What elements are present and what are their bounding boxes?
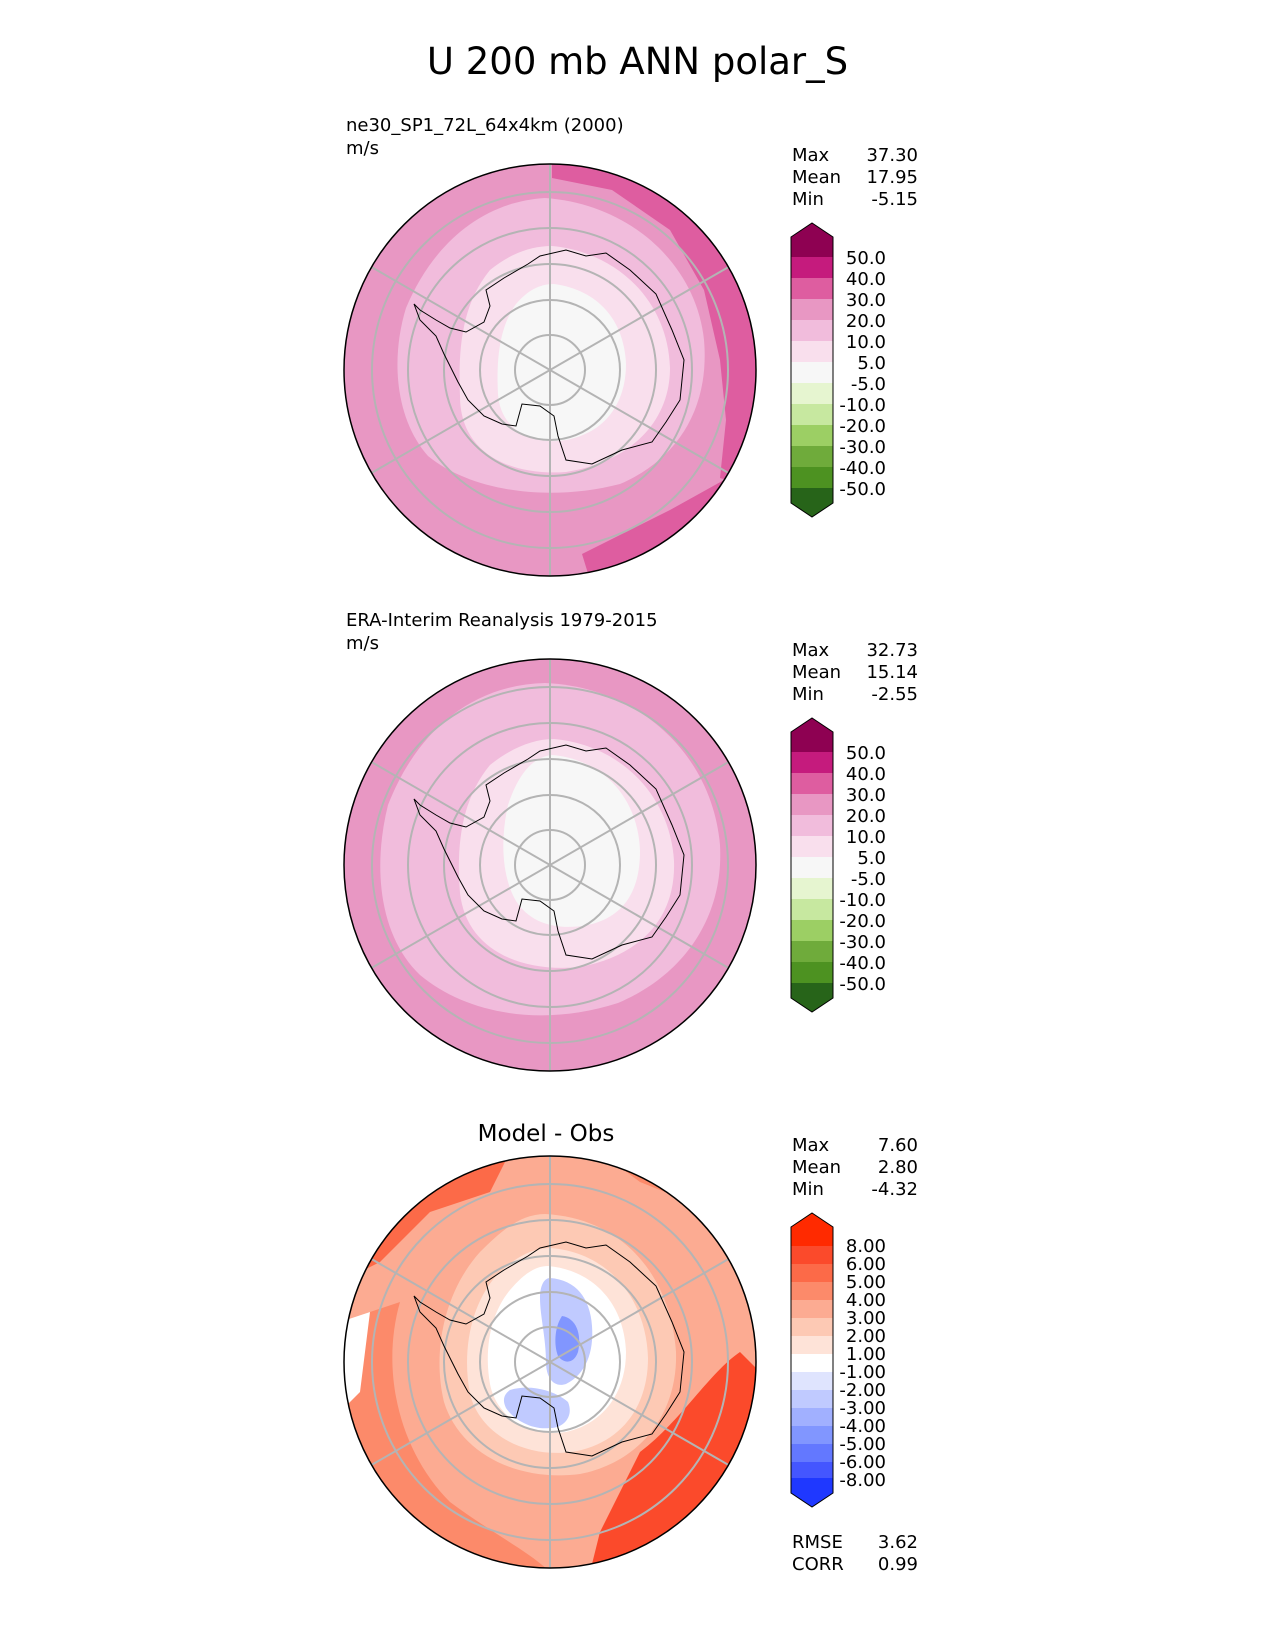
diff-cb-tick: -6.00 [839, 1452, 886, 1473]
diff-cb-tick: 8.00 [845, 1236, 886, 1257]
model-max-label: Max [792, 145, 830, 166]
obs-min-label: Min [792, 684, 824, 705]
figure-title: U 200 mb ANN polar_S [426, 40, 849, 83]
obs-mean-label: Mean [792, 662, 842, 683]
model-cb-tick: 20.0 [845, 311, 886, 332]
model-map-boundary [343, 163, 757, 577]
obs-cb-tick: -10.0 [839, 890, 886, 911]
model-cb-tick: -50.0 [839, 479, 886, 500]
diff-corr-label: CORR [792, 1554, 844, 1575]
model-cb-tick: -20.0 [839, 416, 886, 437]
model-cb-tick: -30.0 [839, 437, 886, 458]
model-mean-label: Mean [792, 167, 842, 188]
diff-cb-tick: -8.00 [839, 1470, 886, 1491]
obs-mean-value: 15.14 [866, 662, 918, 683]
diff-polar-map [343, 1155, 757, 1569]
diff-cb-tick: 2.00 [845, 1326, 886, 1347]
model-min-value: -5.15 [871, 189, 918, 210]
obs-cb-tick: 10.0 [845, 827, 886, 848]
diff-cb-tick: -1.00 [839, 1362, 886, 1383]
diff-antarctica-coastline [413, 1241, 685, 1457]
obs-cb-tick: -50.0 [839, 974, 886, 995]
model-min-label: Min [792, 189, 824, 210]
model-units-label: m/s [346, 138, 379, 159]
diff-cb-tick: 4.00 [845, 1290, 886, 1311]
diff-min-value: -4.32 [871, 1179, 918, 1200]
obs-dataset-label: ERA-Interim Reanalysis 1979-2015 [346, 610, 658, 631]
model-cb-tick: 40.0 [845, 269, 886, 290]
diff-mean-label: Mean [792, 1157, 842, 1178]
model-cb-tick: 30.0 [845, 290, 886, 311]
obs-colorbar [790, 717, 834, 1013]
model-dataset-label: ne30_SP1_72L_64x4km (2000) [346, 115, 624, 136]
diff-field-west-edge [344, 1312, 370, 1412]
obs-cb-tick: 5.0 [857, 848, 886, 869]
obs-cb-tick: 30.0 [845, 785, 886, 806]
model-cb-tick: -40.0 [839, 458, 886, 479]
diff-mean-value: 2.80 [877, 1157, 918, 1178]
model-polar-map [343, 163, 757, 577]
obs-cb-tick: 40.0 [845, 764, 886, 785]
obs-cb-tick: 50.0 [845, 743, 886, 764]
diff-rmse-label: RMSE [792, 1532, 843, 1553]
obs-map-boundary [343, 658, 757, 1072]
diff-cb-tick: -3.00 [839, 1398, 886, 1419]
diff-colorbar [790, 1212, 834, 1508]
diff-cb-tick: -5.00 [839, 1434, 886, 1455]
model-cb-tick: 50.0 [845, 248, 886, 269]
diff-cb-tick: 6.00 [845, 1254, 886, 1275]
obs-cb-tick: 20.0 [845, 806, 886, 827]
diff-max-label: Max [792, 1135, 830, 1156]
obs-graticule [367, 659, 733, 1071]
diff-panel-title: Model - Obs [477, 1121, 615, 1147]
obs-max-value: 32.73 [866, 640, 918, 661]
model-cb-tick: -5.0 [850, 374, 886, 395]
obs-cb-tick: -30.0 [839, 932, 886, 953]
obs-cb-tick: -20.0 [839, 911, 886, 932]
diff-cb-tick: 1.00 [845, 1344, 886, 1365]
diff-map-boundary [343, 1155, 757, 1569]
diff-max-value: 7.60 [877, 1135, 918, 1156]
model-max-value: 37.30 [866, 145, 918, 166]
diff-cb-tick: 3.00 [845, 1308, 886, 1329]
diff-graticule [367, 1156, 733, 1568]
diff-min-label: Min [792, 1179, 824, 1200]
model-colorbar [790, 222, 834, 518]
diff-rmse-value: 3.62 [877, 1532, 918, 1553]
model-cb-tick: -10.0 [839, 395, 886, 416]
obs-antarctica-coastline [413, 744, 685, 960]
model-antarctica-coastline [413, 249, 685, 465]
obs-field-near-zero [503, 755, 640, 927]
model-cb-tick: 5.0 [857, 353, 886, 374]
obs-polar-map [343, 658, 757, 1072]
model-graticule [367, 164, 733, 576]
obs-units-label: m/s [346, 633, 379, 654]
model-mean-value: 17.95 [866, 167, 918, 188]
model-cb-tick: 10.0 [845, 332, 886, 353]
obs-min-value: -2.55 [871, 684, 918, 705]
obs-cb-tick: -5.0 [850, 869, 886, 890]
diff-cb-tick: 5.00 [845, 1272, 886, 1293]
obs-max-label: Max [792, 640, 830, 661]
diff-field-min-core [555, 1316, 580, 1362]
diff-cb-tick: -2.00 [839, 1380, 886, 1401]
model-field-30-40-pacific [552, 164, 756, 490]
diff-corr-value: 0.99 [877, 1554, 918, 1575]
obs-cb-tick: -40.0 [839, 953, 886, 974]
diff-cb-tick: -4.00 [839, 1416, 886, 1437]
